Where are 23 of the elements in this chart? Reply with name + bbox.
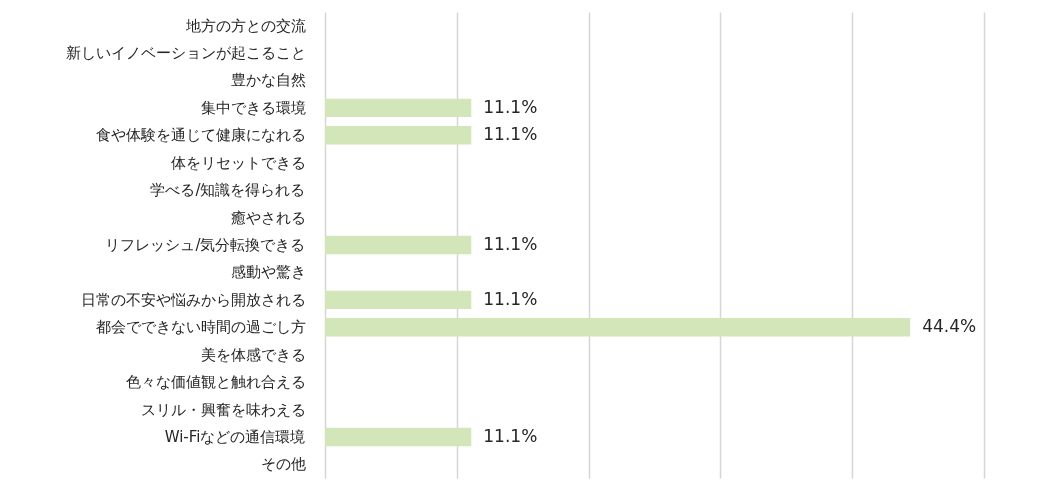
- y-tick-label: 豊かな自然: [230, 71, 306, 90]
- data-label: 11.1%: [483, 234, 538, 254]
- y-tick-label: 食や体験を通じて健康になれる: [95, 126, 306, 145]
- y-tick-label: 新しいイノベーションが起こること: [65, 44, 306, 62]
- y-tick-label: 都会でできない時間の過ごし方: [95, 318, 306, 337]
- y-tick-label: 集中できる環境: [200, 98, 306, 117]
- y-tick-label: スリル・興奮を味わえる: [140, 400, 306, 419]
- data-label: 11.1%: [483, 124, 538, 145]
- y-tick-label: 美を体感できる: [200, 345, 306, 364]
- y-tick-label: リフレッシュ/気分転換できる: [105, 236, 306, 254]
- y-tick-label: 癒やされる: [230, 208, 306, 227]
- y-tick-label: 感動や驚き: [230, 263, 306, 282]
- y-tick-label: 地方の方との交流: [184, 16, 306, 35]
- data-label: 11.1%: [483, 96, 538, 117]
- data-label: 11.1%: [483, 426, 538, 446]
- y-tick-label: 色々な価値観と触れ合える: [125, 373, 306, 392]
- y-tick-label: 体をリセットできる: [170, 153, 306, 172]
- y-tick-label: Wi-Fiなどの通信環境: [164, 428, 306, 446]
- data-label: 44.4%: [922, 316, 977, 337]
- y-tick-label: その他: [260, 455, 306, 474]
- data-label: 11.1%: [483, 288, 538, 309]
- y-tick-label: 学べる/知識を得られる: [150, 181, 306, 200]
- y-tick-label: 日常の不安や悩みから開放される: [80, 290, 306, 309]
